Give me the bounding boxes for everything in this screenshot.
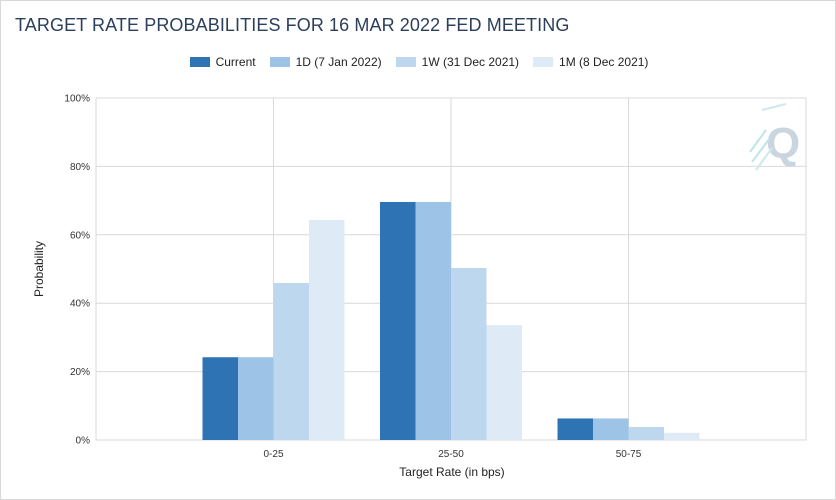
q-logo-icon: Q <box>749 103 800 171</box>
y-tick-label: 40% <box>70 299 90 310</box>
legend-item[interactable]: 1D (7 Jan 2022) <box>269 55 382 69</box>
y-tick-label: 20% <box>70 367 90 378</box>
bar[interactable] <box>415 201 452 440</box>
x-axis-label: Target Rate (in bps) <box>399 465 504 479</box>
bar[interactable] <box>557 418 594 440</box>
bar[interactable] <box>380 201 416 440</box>
bar[interactable] <box>273 283 310 440</box>
legend-item[interactable]: 1W (31 Dec 2021) <box>395 55 520 69</box>
y-tick-label: 60% <box>70 230 90 241</box>
bar[interactable] <box>238 357 274 440</box>
x-tick-label: 0-25 <box>263 449 283 460</box>
legend-swatch <box>533 57 554 67</box>
y-tick-label: 100% <box>64 94 90 105</box>
x-tick-label: 50-75 <box>616 449 642 460</box>
legend-item[interactable]: Current <box>189 55 256 69</box>
bar[interactable] <box>451 267 487 440</box>
y-tick-label: 80% <box>70 162 90 173</box>
y-tick-labels: 0% 20% 40% 60% 80% 100% <box>64 94 90 447</box>
bar[interactable] <box>628 427 665 440</box>
bar[interactable] <box>202 357 239 440</box>
y-tick-label: 0% <box>76 436 91 447</box>
y-axis-label: Probability <box>32 241 46 297</box>
bar[interactable] <box>664 432 700 440</box>
legend-swatch <box>395 57 416 67</box>
legend-label: 1W (31 Dec 2021) <box>421 55 520 69</box>
legend-swatch <box>269 57 290 67</box>
legend-item[interactable]: 1M (8 Dec 2021) <box>533 55 648 69</box>
bar[interactable] <box>309 220 345 440</box>
legend-swatch <box>189 57 210 67</box>
chart-legend: Current 1D (7 Jan 2022) 1W (31 Dec 2021) 1M… <box>1 55 836 69</box>
bars <box>202 201 700 440</box>
bar[interactable] <box>486 325 523 440</box>
bar[interactable] <box>593 418 629 440</box>
legend-label: 1M (8 Dec 2021) <box>559 55 649 69</box>
legend-label: Current <box>215 55 256 69</box>
legend-label: 1D (7 Jan 2022) <box>295 55 382 69</box>
chart-title: TARGET RATE PROBABILITIES FOR 16 MAR 202… <box>15 15 570 35</box>
q-logo-letter: Q <box>766 119 800 168</box>
x-tick-labels: 0-25 25-50 50-75 <box>263 449 641 460</box>
x-tick-label: 25-50 <box>438 449 464 460</box>
